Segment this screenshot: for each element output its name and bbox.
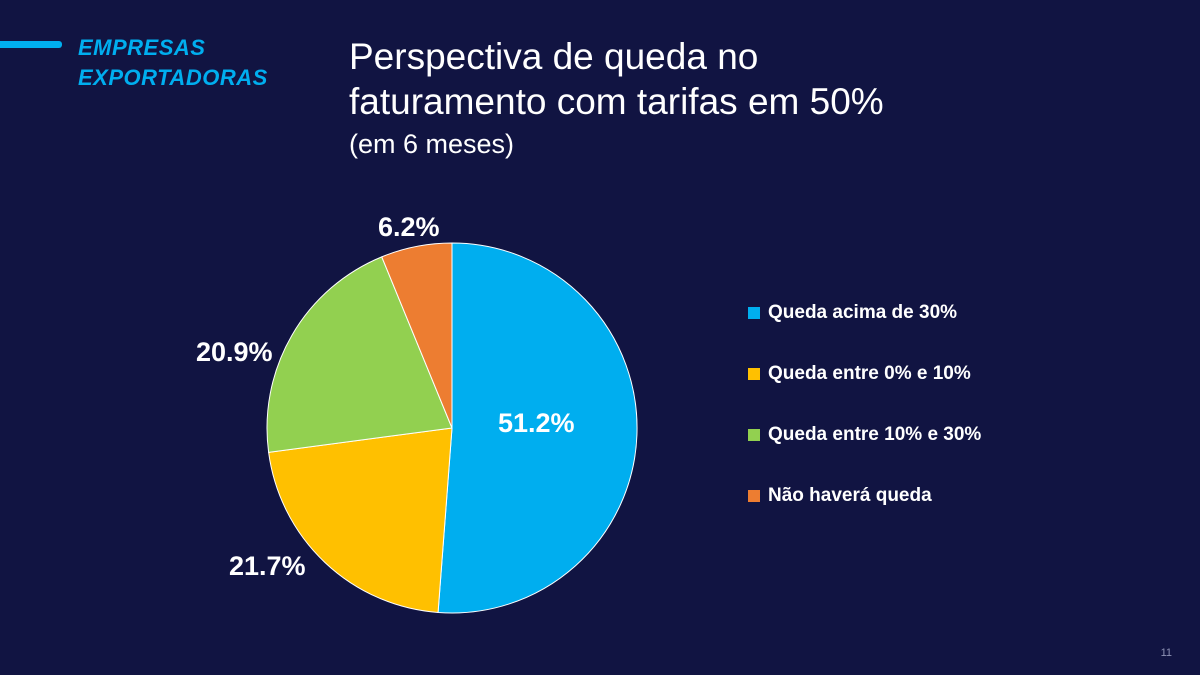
data-label-queda-acima-30: 51.2%	[498, 408, 575, 438]
legend-swatch-queda-acima-30	[748, 306, 760, 319]
data-label-queda-0-10: 21.7%	[229, 551, 306, 581]
legend-item-queda-acima-30: Queda acima de 30%	[748, 282, 1168, 343]
section-label: EMPRESAS EXPORTADORAS	[78, 33, 338, 93]
legend-swatch-queda-0-10	[748, 367, 760, 380]
pie-slice-nao-havera-queda	[381, 242, 453, 429]
section-label-line-2: EXPORTADORAS	[78, 65, 268, 90]
legend-label-queda-10-30: Queda entre 10% e 30%	[768, 423, 982, 445]
page-title-line-1: Perspectiva de queda no	[349, 36, 759, 77]
title-block: Perspectiva de queda no faturamento com …	[349, 34, 1169, 162]
legend-label-queda-0-10: Queda entre 0% e 10%	[768, 362, 971, 384]
pie-slice-queda-acima-30	[437, 242, 638, 614]
legend-swatch-queda-10-30	[748, 428, 760, 441]
chart-legend: Queda acima de 30% Queda entre 0% e 10% …	[748, 282, 1168, 526]
legend-item-queda-10-30: Queda entre 10% e 30%	[748, 404, 1168, 465]
data-label-queda-10-30: 20.9%	[196, 337, 273, 367]
legend-label-queda-acima-30: Queda acima de 30%	[768, 301, 958, 323]
page-subtitle: (em 6 meses)	[349, 129, 515, 159]
data-label-nao-havera-queda: 6.2%	[378, 212, 440, 242]
section-label-line-1: EMPRESAS	[78, 35, 206, 60]
page-title-line-2: faturamento com tarifas em 50%	[349, 81, 884, 122]
page-number: 11	[1160, 647, 1172, 659]
legend-label-nao-havera-queda: Não haverá queda	[768, 484, 932, 506]
pie-slice-queda-0-10	[268, 427, 453, 614]
accent-bar	[0, 41, 62, 48]
legend-item-queda-0-10: Queda entre 0% e 10%	[748, 343, 1168, 404]
legend-item-nao-havera-queda: Não haverá queda	[748, 465, 1168, 526]
pie-slice-queda-10-30	[266, 256, 453, 453]
legend-swatch-nao-havera-queda	[748, 489, 760, 502]
